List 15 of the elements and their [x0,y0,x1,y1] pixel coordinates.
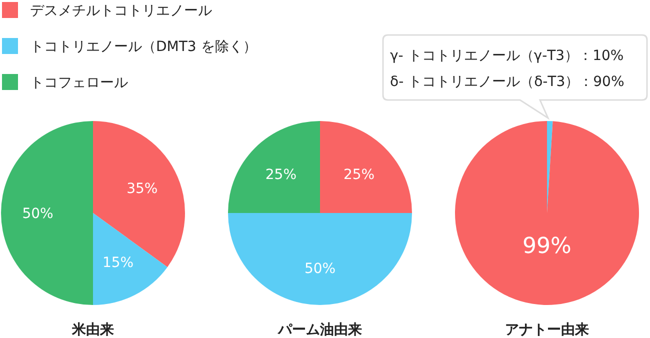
text: δ- トコトリエノール（δ-T3）：90% [390,74,624,90]
legend-label: トコフェロール [30,75,128,91]
data-label: 50% [22,206,54,222]
text: アナトー由来 [505,322,589,338]
text: パーム油由来 [277,322,362,338]
data-label: 25% [265,166,297,183]
text: 米由来 [71,322,114,338]
data-label: 99% [522,234,572,259]
legend-label: デスメチルトコトリエノール [30,3,212,19]
text: γ- トコトリエノール（γ-T3）：10% [390,48,624,64]
data-label: 25% [343,166,375,183]
data-label: 35% [126,180,158,197]
data-label: 15% [102,255,134,272]
legend-label: トコトリエノール（DMT3 を除く） [30,39,257,55]
data-label: 50% [304,261,336,278]
